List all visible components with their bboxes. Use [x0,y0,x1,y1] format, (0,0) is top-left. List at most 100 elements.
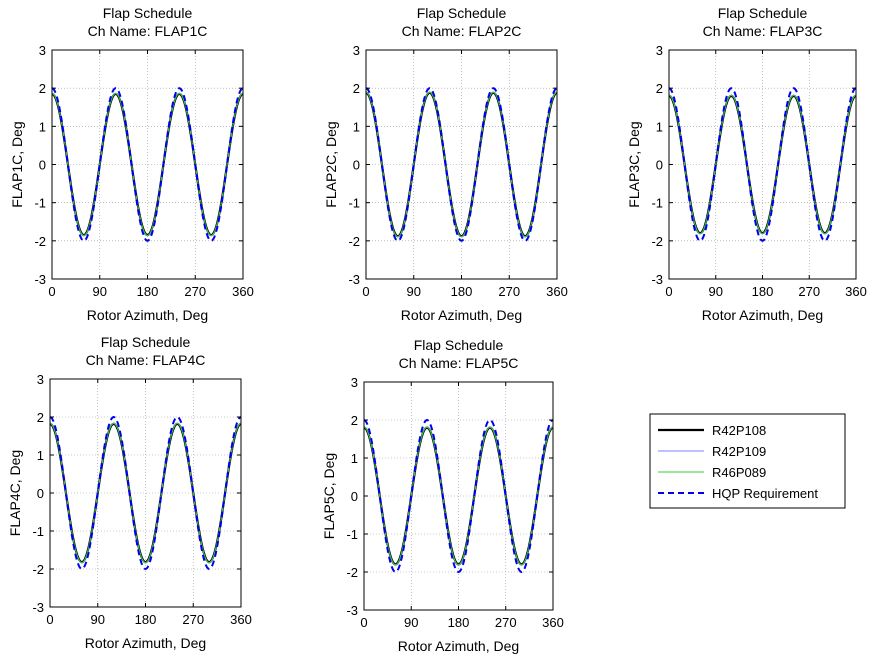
series-line-r46p089 [365,91,558,238]
y-tick-label: 0 [656,158,663,173]
x-tick-label: 180 [137,284,159,299]
series-line-hqp-requirement [51,87,244,242]
y-tick-label: 0 [351,489,358,504]
x-tick-label: 0 [362,284,369,299]
chart-subtitle: Ch Name: FLAP2C [402,23,522,39]
y-tick-label: 1 [37,448,44,463]
x-tick-label: 360 [232,284,254,299]
y-tick-label: -3 [348,272,360,287]
series-line-r46p089 [51,92,244,237]
y-tick-label: -2 [348,234,360,249]
legend-label-hqp-requirement: HQP Requirement [712,486,818,501]
y-tick-label: 0 [353,158,360,173]
chart-title: Flap Schedule [417,5,507,21]
x-tick-label: 0 [360,615,367,630]
x-axis-label: Rotor Azimuth, Deg [398,638,519,654]
y-tick-label: 0 [39,158,46,173]
x-tick-label: 90 [709,284,723,299]
legend-label-r46p089: R46P089 [712,465,766,480]
subplot-3: 0 90 180 270 360 -3 -2 -1 0 1 2 3 Flap Schedule Ch Na… [626,5,867,323]
chart-subtitle: Ch Name: FLAP5C [399,355,519,371]
chart-subtitle: Ch Name: FLAP3C [703,23,823,39]
chart-title: Flap Schedule [718,5,808,21]
y-tick-label: -3 [32,600,44,615]
y-tick-label: 3 [351,375,358,390]
legend-label-r42p108: R42P108 [712,423,766,438]
y-tick-label: -2 [651,234,663,249]
x-tick-label: 270 [495,615,517,630]
x-tick-label: 180 [752,284,774,299]
y-tick-label: 3 [39,43,46,58]
x-tick-label: 270 [798,284,820,299]
x-tick-label: 360 [230,612,252,627]
y-tick-label: 3 [37,372,44,387]
y-tick-label: 1 [351,451,358,466]
y-tick-label: 3 [353,43,360,58]
series-line-hqp-requirement [365,87,558,242]
x-tick-label: 0 [665,284,672,299]
y-tick-label: -2 [34,234,46,249]
x-tick-label: 360 [845,284,867,299]
x-tick-label: 90 [91,612,105,627]
y-tick-label: -2 [32,562,44,577]
subplot-4: 0 90 180 270 360 -3 -2 -1 0 1 2 3 Flap Schedule Ch Na… [7,334,252,651]
chart-subtitle: Ch Name: FLAP1C [88,23,208,39]
y-tick-label: 2 [39,81,46,96]
x-tick-label: 0 [46,612,53,627]
y-tick-label: -1 [34,196,46,211]
x-tick-label: 90 [404,615,418,630]
series-line-r46p089 [668,94,857,235]
x-axis-label: Rotor Azimuth, Deg [401,307,522,323]
y-tick-label: 1 [656,119,663,134]
legend-label-r42p109: R42P109 [712,444,766,459]
x-axis-label: Rotor Azimuth, Deg [85,635,206,651]
chart-subtitle: Ch Name: FLAP4C [86,352,206,368]
y-tick-label: -1 [348,196,360,211]
y-tick-label: -1 [346,527,358,542]
x-axis-label: Rotor Azimuth, Deg [702,307,823,323]
y-tick-label: -2 [346,565,358,580]
y-tick-label: 1 [39,119,46,134]
x-tick-label: 360 [542,615,564,630]
y-tick-label: 2 [353,81,360,96]
series-line-r46p089 [49,422,242,564]
y-axis-label: FLAP4C, Deg [7,450,23,536]
x-axis-label: Rotor Azimuth, Deg [87,307,208,323]
series-line-hqp-requirement [49,415,242,571]
y-tick-label: -3 [34,272,46,287]
chart-title: Flap Schedule [414,337,504,353]
x-tick-label: 90 [407,284,421,299]
y-tick-label: -1 [651,196,663,211]
y-axis-label: FLAP5C, Deg [321,453,337,539]
chart-title: Flap Schedule [101,334,191,350]
x-tick-label: 270 [182,612,204,627]
x-tick-label: 180 [451,284,473,299]
y-tick-label: 2 [656,81,663,96]
series-line-hqp-requirement [363,418,554,574]
chart-title: Flap Schedule [103,5,193,21]
y-tick-label: 3 [656,43,663,58]
legend: R42P108 R42P109 R46P089 HQP Requirement [649,413,846,509]
x-tick-label: 360 [546,284,568,299]
subplot-1: 0 90 180 270 360 -3 -2 -1 0 1 2 3 Flap Schedule Ch Na… [9,5,254,323]
x-tick-label: 180 [135,612,157,627]
y-tick-label: -1 [32,524,44,539]
subplot-5: 0 90 180 270 360 -3 -2 -1 0 1 2 3 Flap Schedule Ch Na… [321,337,564,654]
y-tick-label: -3 [346,603,358,618]
x-tick-label: 270 [184,284,206,299]
y-axis-label: FLAP1C, Deg [9,121,25,207]
series-line-r46p089 [363,426,554,566]
y-tick-label: 1 [353,119,360,134]
y-tick-label: -3 [651,272,663,287]
y-axis-label: FLAP2C, Deg [323,121,339,207]
subplot-2: 0 90 180 270 360 -3 -2 -1 0 1 2 3 Flap Schedule Ch Na… [323,5,568,323]
x-tick-label: 180 [448,615,470,630]
y-tick-label: 0 [37,486,44,501]
y-tick-label: 2 [351,413,358,428]
y-tick-label: 2 [37,410,44,425]
x-tick-label: 270 [498,284,520,299]
series-line-hqp-requirement [668,87,857,242]
x-tick-label: 90 [93,284,107,299]
y-axis-label: FLAP3C, Deg [626,121,642,207]
